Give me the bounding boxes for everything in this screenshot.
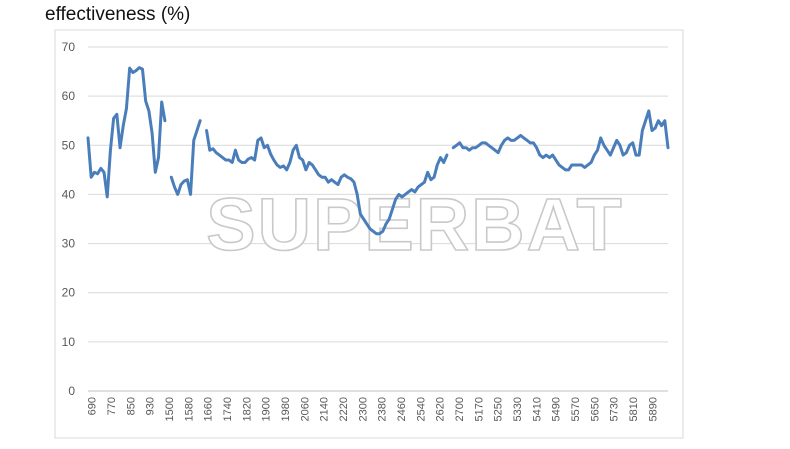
series-line-segment-3 xyxy=(205,129,449,236)
x-tick-label: 2060 xyxy=(299,397,311,421)
x-tick-label: 5250 xyxy=(493,397,505,421)
x-tick-labels: 690 770 850 930 1500 1580 1660 1740 1820 1900 1980… xyxy=(87,397,660,421)
x-tick-label: 770 xyxy=(106,397,118,415)
x-tick-label: 1580 xyxy=(183,397,195,421)
y-tick-label: 70 xyxy=(62,40,76,54)
page-title: effectiveness (%) xyxy=(45,4,191,25)
y-tick-labels: 0 10 20 30 40 50 60 70 xyxy=(62,40,76,398)
x-tick-label: 1980 xyxy=(280,397,292,421)
x-tick-label: 2620 xyxy=(435,397,447,421)
x-tick-label: 1900 xyxy=(261,397,273,421)
y-tick-label: 50 xyxy=(62,138,76,152)
x-tick-label: 2540 xyxy=(415,397,427,421)
grid-lines xyxy=(88,46,668,392)
x-tick-label: 5490 xyxy=(551,397,563,421)
y-tick-label: 10 xyxy=(62,335,76,349)
y-tick-label: 60 xyxy=(62,89,76,103)
x-tick-label: 5890 xyxy=(647,397,659,421)
series-line-segment-2 xyxy=(169,119,202,196)
x-tick-label: 5730 xyxy=(609,397,621,421)
x-tick-label: 2220 xyxy=(338,397,350,421)
series-line-segment-1 xyxy=(86,66,167,199)
y-tick-label: 0 xyxy=(68,384,75,398)
series-line-segment-4 xyxy=(451,109,670,172)
x-tick-label: 2700 xyxy=(454,397,466,421)
x-tick-label: 1740 xyxy=(222,397,234,421)
x-tick-label: 1500 xyxy=(164,397,176,421)
series-line xyxy=(86,66,670,236)
y-tick-label: 30 xyxy=(62,237,76,251)
x-tick-label: 2140 xyxy=(319,397,331,421)
x-tick-label: 930 xyxy=(145,397,157,415)
y-tick-label: 40 xyxy=(62,187,76,201)
x-tick-label: 5170 xyxy=(473,397,485,421)
x-tick-label: 5810 xyxy=(628,397,640,421)
x-tick-label: 850 xyxy=(125,397,137,415)
x-tick-label: 5330 xyxy=(512,397,524,421)
x-tick-label: 1820 xyxy=(241,397,253,421)
x-tick-label: 690 xyxy=(87,397,99,415)
x-tick-label: 5650 xyxy=(589,397,601,421)
x-tick-label: 1660 xyxy=(203,397,215,421)
watermark: SUPERBAT xyxy=(206,183,624,266)
chart-frame xyxy=(54,29,684,439)
x-tick-label: 5410 xyxy=(531,397,543,421)
x-tick-label: 2380 xyxy=(377,397,389,421)
x-tick-label: 5570 xyxy=(570,397,582,421)
x-tick-label: 2300 xyxy=(357,397,369,421)
x-tick-label: 2460 xyxy=(396,397,408,421)
y-tick-label: 20 xyxy=(62,286,76,300)
